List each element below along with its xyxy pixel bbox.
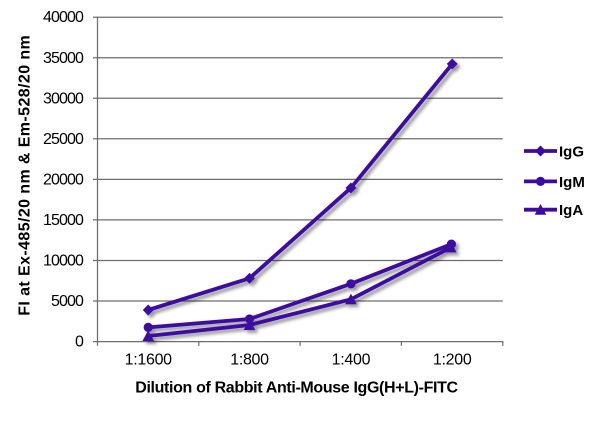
svg-text:40000: 40000 [43, 9, 84, 26]
svg-text:Dilution of Rabbit Anti-Mouse: Dilution of Rabbit Anti-Mouse IgG(H+L)-F… [135, 380, 458, 397]
svg-text:15000: 15000 [43, 212, 84, 229]
svg-text:FI at Ex-485/20 nm & Em-528/20: FI at Ex-485/20 nm & Em-528/20 nm [17, 35, 34, 316]
svg-text:25000: 25000 [43, 131, 84, 148]
svg-text:IgM: IgM [559, 174, 585, 191]
svg-text:35000: 35000 [43, 50, 84, 67]
svg-text:IgA: IgA [559, 202, 583, 219]
svg-text:5000: 5000 [51, 293, 84, 310]
svg-text:1:400: 1:400 [332, 352, 371, 369]
svg-text:IgG: IgG [559, 143, 584, 160]
svg-text:20000: 20000 [43, 172, 84, 189]
svg-text:10000: 10000 [43, 253, 84, 270]
svg-text:1:1600: 1:1600 [125, 352, 173, 369]
svg-text:1:800: 1:800 [230, 352, 269, 369]
svg-text:30000: 30000 [43, 90, 84, 107]
svg-text:1:200: 1:200 [433, 352, 472, 369]
svg-text:0: 0 [75, 334, 84, 351]
